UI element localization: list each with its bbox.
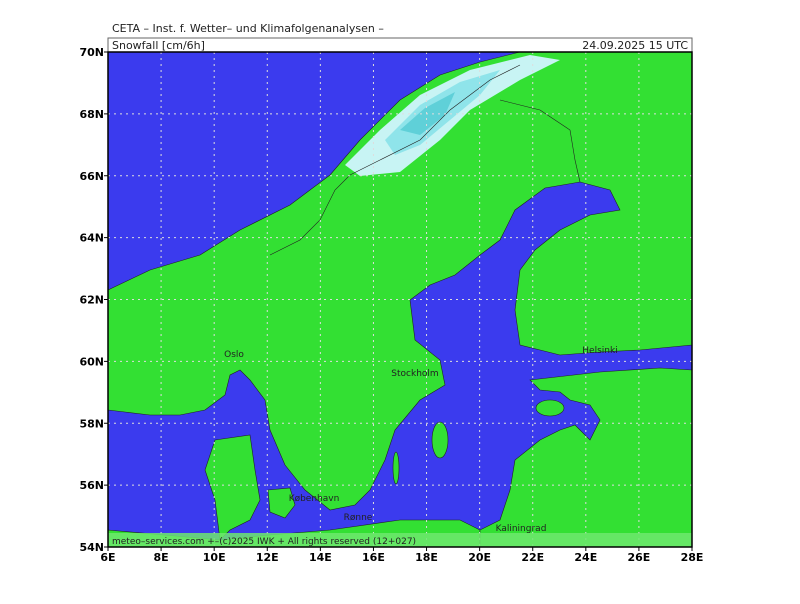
border bbox=[269, 64, 521, 256]
lat-label: 56N bbox=[79, 479, 104, 492]
lat-label: 58N bbox=[79, 417, 104, 430]
land-saaremaa bbox=[535, 399, 565, 417]
lat-label: 62N bbox=[79, 294, 104, 307]
lon-label: 26E bbox=[627, 551, 650, 564]
valid-time: 24.09.2025 15 UTC bbox=[582, 39, 688, 52]
city-label: Oslo bbox=[224, 350, 244, 360]
city-label: Stockholm bbox=[391, 369, 438, 379]
land-oland bbox=[392, 451, 400, 485]
lon-label: 18E bbox=[415, 551, 438, 564]
land-scandinavia bbox=[107, 51, 693, 511]
lon-label: 6E bbox=[100, 551, 115, 564]
city-label: København bbox=[289, 494, 340, 504]
lon-label: 20E bbox=[468, 551, 491, 564]
variable: Snowfall [cm/6h] bbox=[112, 39, 205, 52]
lon-label: 24E bbox=[574, 551, 597, 564]
lon-label: 22E bbox=[521, 551, 544, 564]
map bbox=[107, 51, 693, 548]
lon-label: 10E bbox=[203, 551, 226, 564]
lat-label: 66N bbox=[79, 170, 104, 183]
lon-label: 12E bbox=[256, 551, 279, 564]
land-gotland bbox=[431, 421, 449, 459]
lat-label: 64N bbox=[79, 232, 104, 245]
lon-label: 8E bbox=[154, 551, 169, 564]
lat-label: 68N bbox=[79, 108, 104, 121]
lat-label: 60N bbox=[79, 355, 104, 368]
city-label: Helsinki bbox=[582, 346, 617, 356]
lon-label: 16E bbox=[362, 551, 385, 564]
lat-label: 54N bbox=[79, 541, 104, 554]
lon-label: 14E bbox=[309, 551, 332, 564]
credit-bar bbox=[108, 533, 692, 547]
lon-label: 28E bbox=[681, 551, 704, 564]
land-zealand bbox=[267, 487, 296, 519]
city-label: Kaliningrad bbox=[496, 524, 547, 534]
city-label: Rønne bbox=[344, 513, 373, 523]
title: CETA – Inst. f. Wetter– und Klimafolgena… bbox=[112, 22, 384, 35]
lat-label: 70N bbox=[79, 46, 104, 59]
border bbox=[499, 99, 581, 183]
credit: meteo–services.com +–(c)2025 IWK + All r… bbox=[112, 537, 416, 547]
